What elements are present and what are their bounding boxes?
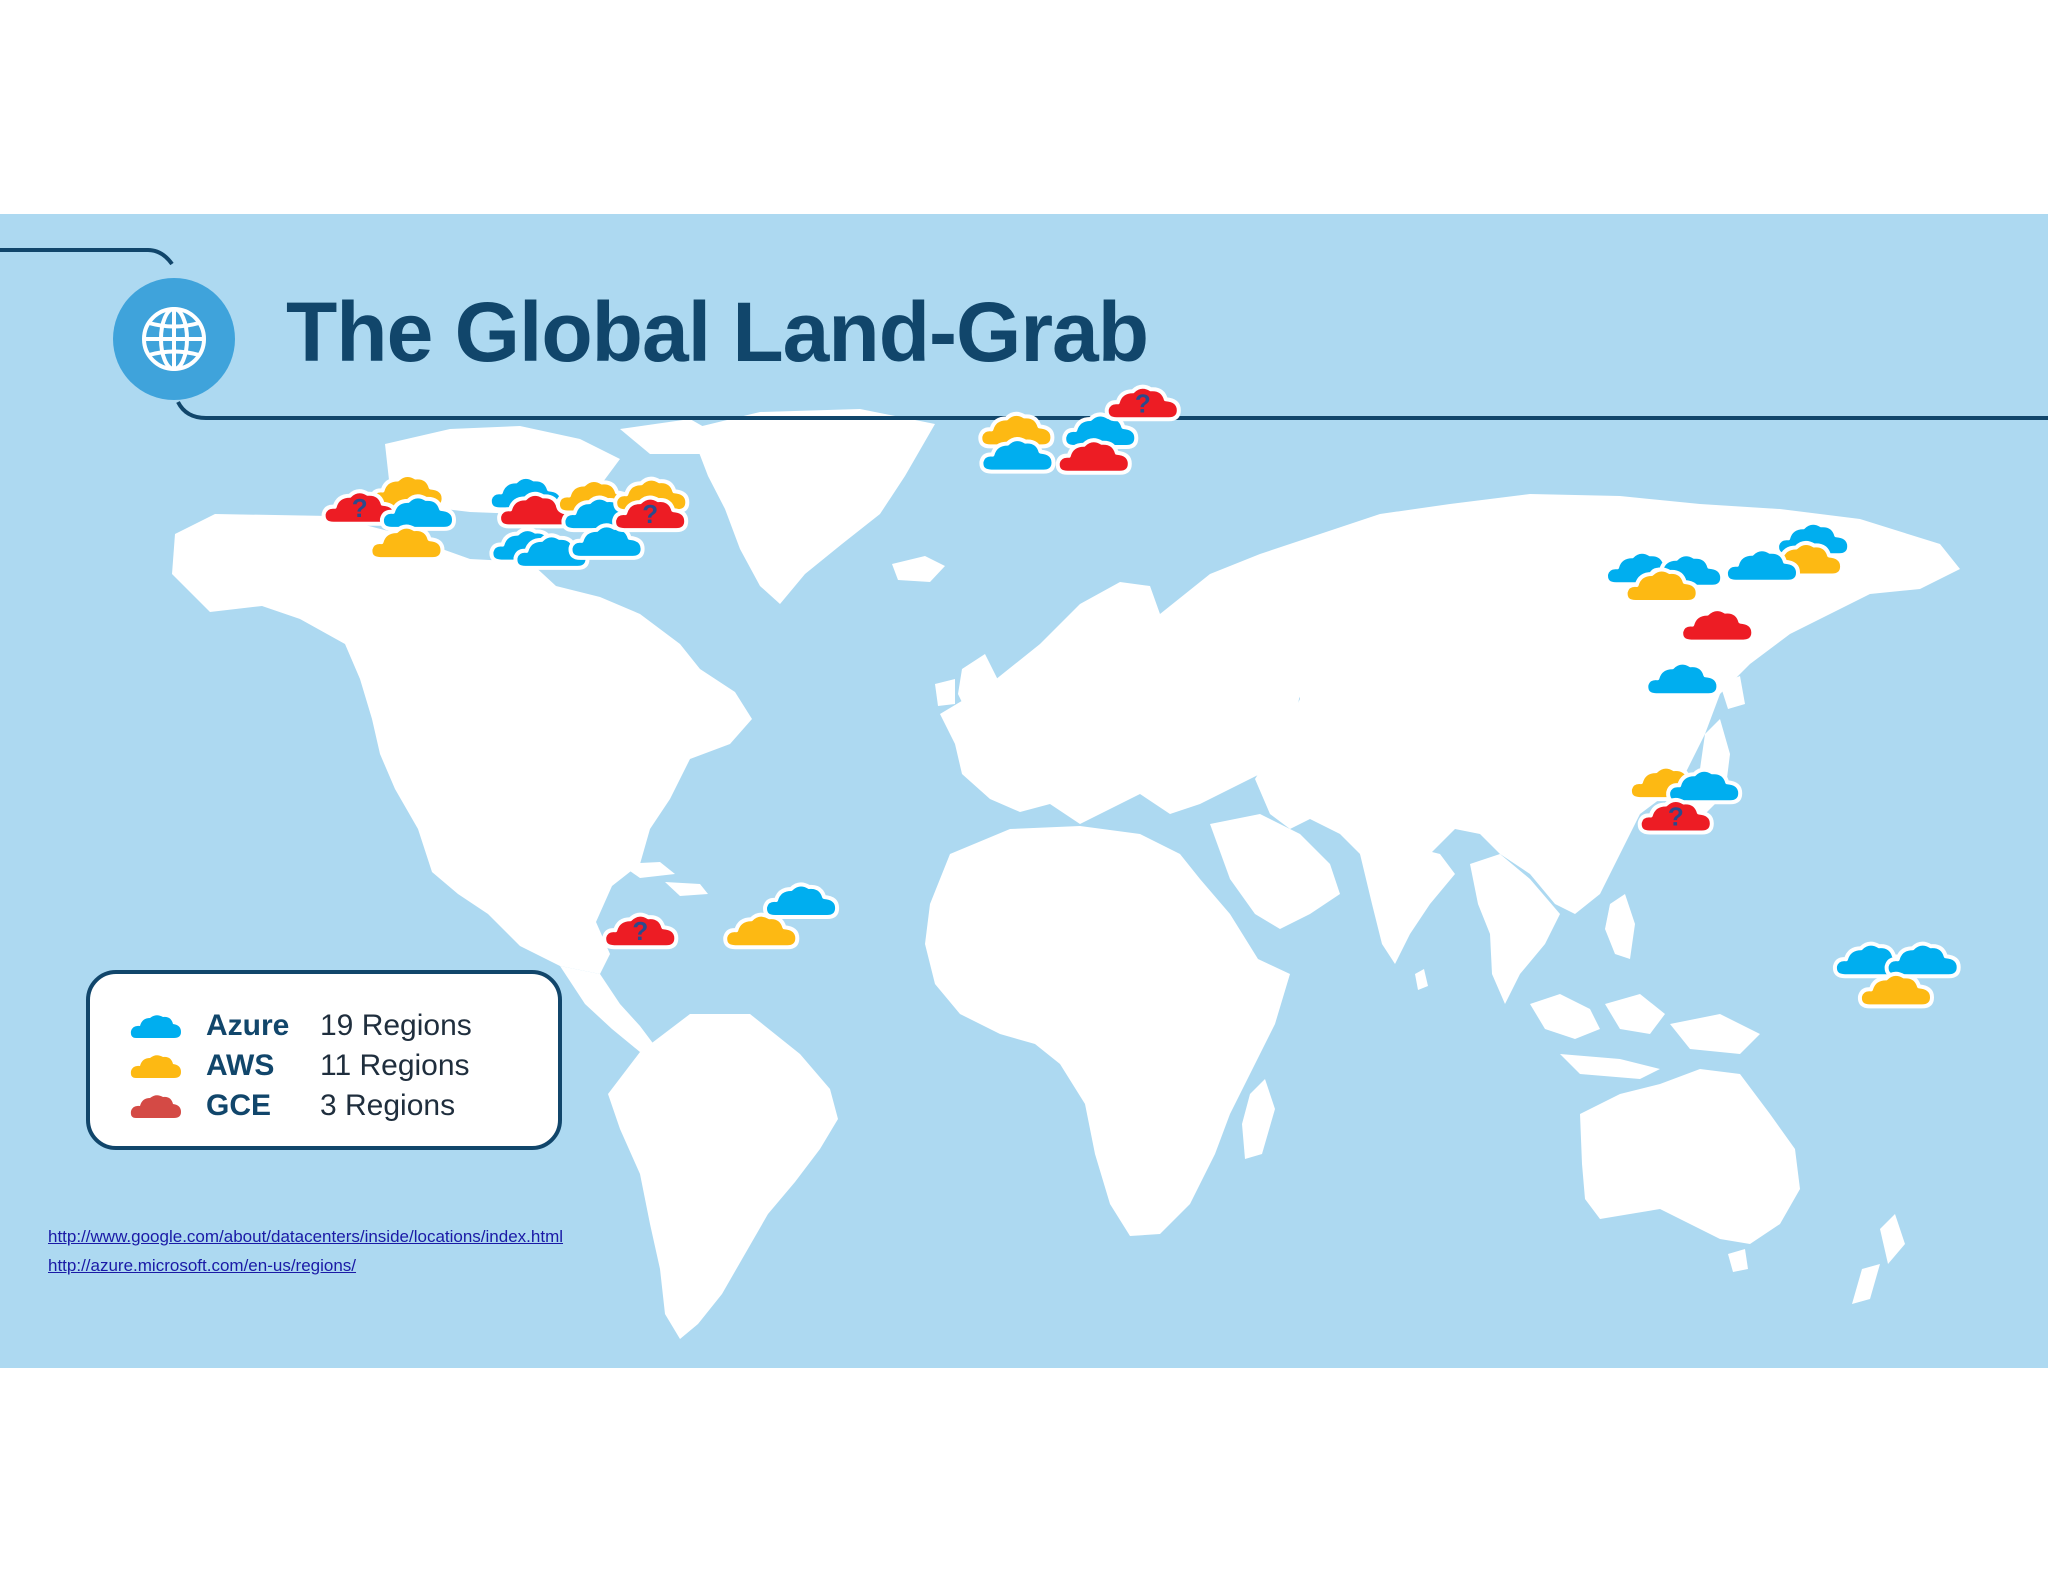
planned-region-question-mark: ?	[642, 499, 658, 529]
aws-region-cloud-icon	[1857, 971, 1934, 1009]
world-map: ?????	[0, 248, 2048, 1339]
legend-count: 3 Regions	[320, 1089, 456, 1122]
planned-region-question-mark: ?	[1135, 388, 1151, 418]
legend-row-aws: AWS 11 Regions	[130, 1046, 470, 1086]
gce-region-cloud-icon	[1679, 607, 1756, 644]
gce-cloud-icon	[130, 1095, 181, 1118]
source-links: http://www.google.com/about/datacenters/…	[48, 1222, 563, 1280]
azure-region-cloud-icon	[1666, 767, 1743, 805]
azure-cloud-icon	[130, 1015, 181, 1038]
slide-background: ????? The Global Land-Grab Azure 19 Regi…	[0, 214, 2048, 1368]
indonesia	[1530, 994, 1600, 1039]
india	[1360, 844, 1455, 964]
title-top-line	[0, 248, 174, 266]
gce-region-cloud-icon	[1055, 438, 1132, 475]
new-zealand	[1880, 1214, 1905, 1264]
iceland	[892, 556, 945, 582]
azure-regions-link[interactable]: http://azure.microsoft.com/en-us/regions…	[48, 1256, 357, 1275]
legend-count: 19 Regions	[320, 1009, 472, 1042]
azure-region-cloud-icon	[1644, 660, 1721, 698]
google-datacenters-link[interactable]: http://www.google.com/about/datacenters/…	[48, 1227, 564, 1246]
south-america	[608, 1014, 838, 1339]
azure-region-cloud-icon	[568, 523, 645, 560]
australia	[1580, 1069, 1800, 1244]
arabia	[1210, 814, 1340, 929]
azure-region-cloud-icon	[763, 882, 840, 919]
africa	[925, 826, 1290, 1236]
azure-region-cloud-icon	[1062, 412, 1139, 449]
azure-region-cloud-icon	[979, 437, 1056, 474]
planned-region-question-mark: ?	[632, 916, 648, 946]
tasmania	[1728, 1249, 1748, 1272]
north-america	[172, 514, 752, 974]
legend-name: Azure	[206, 1009, 290, 1042]
greenland	[690, 409, 935, 604]
gce-region-cloud-icon: ?	[602, 912, 679, 950]
azure-region-cloud-icon	[379, 494, 456, 531]
gce-region-cloud-icon: ?	[1104, 384, 1181, 422]
aws-region-cloud-icon	[368, 524, 445, 562]
aws-region-cloud-icon	[723, 912, 800, 950]
philippines	[1605, 894, 1635, 959]
aws-cloud-icon	[130, 1055, 181, 1078]
legend-count: 11 Regions	[320, 1049, 470, 1082]
legend-row-gce: GCE 3 Regions	[130, 1086, 455, 1126]
aws-region-cloud-icon	[1623, 567, 1700, 604]
europe	[940, 582, 1300, 824]
region-markers: ?????	[321, 384, 1961, 1009]
azure-region-cloud-icon	[1723, 547, 1800, 584]
legend: Azure 19 Regions AWS 11 Regions GCE 3 Re…	[86, 970, 562, 1150]
globe-icon	[113, 278, 235, 400]
gce-region-cloud-icon: ?	[612, 495, 689, 533]
asia	[1160, 494, 1960, 914]
indochina	[1470, 854, 1560, 1004]
legend-name: AWS	[206, 1049, 275, 1082]
aws-region-cloud-icon	[978, 411, 1055, 449]
madagascar	[1242, 1079, 1275, 1159]
page-title: The Global Land-Grab	[286, 285, 1149, 379]
title-bottom-line	[176, 401, 2048, 420]
central-america	[560, 966, 655, 1052]
land-masses	[172, 409, 1960, 1339]
gce-region-cloud-icon: ?	[1637, 797, 1714, 835]
planned-region-question-mark: ?	[352, 493, 368, 523]
legend-row-azure: Azure 19 Regions	[130, 1006, 472, 1046]
british-isles	[958, 654, 1000, 719]
legend-name: GCE	[206, 1089, 272, 1122]
azure-region-cloud-icon	[1884, 941, 1961, 979]
planned-region-question-mark: ?	[1668, 802, 1684, 832]
